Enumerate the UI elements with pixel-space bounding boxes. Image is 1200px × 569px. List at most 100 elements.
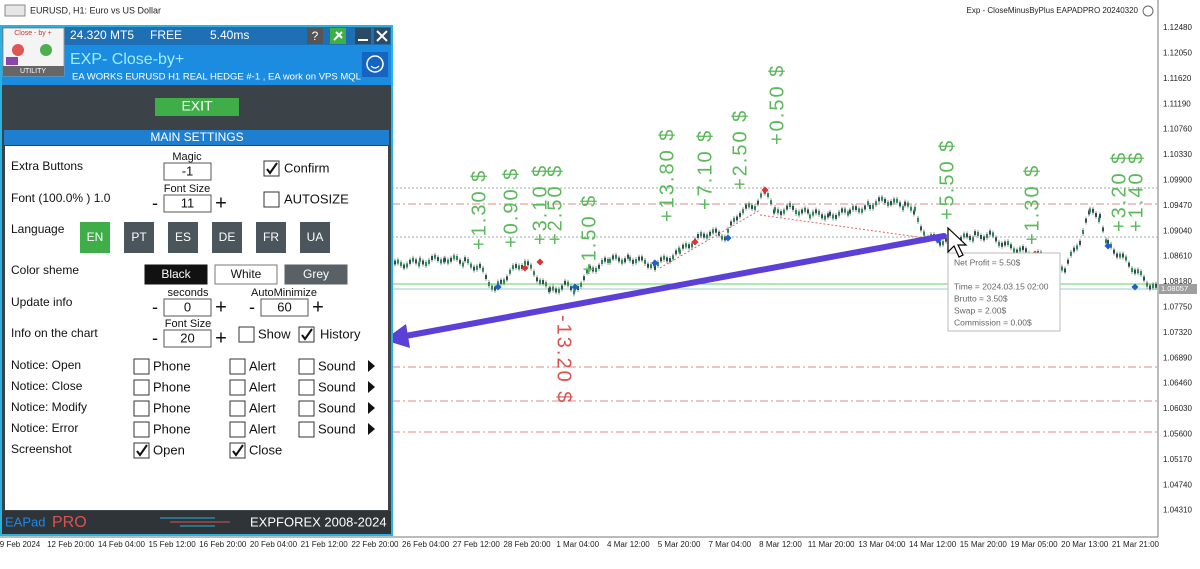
input-box[interactable] bbox=[163, 329, 212, 348]
candle-body bbox=[691, 243, 693, 248]
expand-arrow[interactable] bbox=[368, 381, 375, 393]
checkbox[interactable] bbox=[229, 358, 246, 375]
candle-body bbox=[494, 286, 496, 291]
label: Phone bbox=[153, 358, 191, 373]
scheme-button[interactable] bbox=[144, 264, 208, 285]
candle-body bbox=[672, 255, 674, 260]
input-box[interactable] bbox=[163, 194, 212, 213]
candle-body bbox=[867, 201, 869, 206]
candle-body bbox=[533, 271, 535, 276]
checkbox[interactable] bbox=[133, 358, 150, 375]
time-label: 19 Mar 05:00 bbox=[1010, 540, 1058, 549]
candle-body bbox=[612, 255, 614, 260]
annotation-arrow bbox=[397, 233, 947, 340]
expand-arrow[interactable] bbox=[368, 423, 375, 435]
panel-stat: FREE bbox=[150, 28, 182, 42]
language-button[interactable] bbox=[80, 222, 110, 253]
checkbox[interactable] bbox=[263, 191, 280, 208]
candle-body bbox=[418, 262, 420, 267]
close-icon bbox=[376, 30, 388, 42]
input-box[interactable] bbox=[260, 298, 309, 317]
candle-body bbox=[627, 254, 629, 259]
checkbox[interactable] bbox=[133, 400, 150, 417]
time-label: 21 Mar 21:00 bbox=[1112, 540, 1160, 549]
candle-body bbox=[812, 211, 814, 216]
input-box[interactable] bbox=[163, 162, 212, 181]
trade-link bbox=[659, 209, 761, 269]
scheme-button[interactable] bbox=[214, 264, 278, 285]
checkbox[interactable] bbox=[298, 379, 315, 396]
help-button[interactable] bbox=[307, 28, 323, 44]
candle-body bbox=[545, 282, 547, 287]
candle-body bbox=[910, 206, 912, 211]
candle-body bbox=[1105, 239, 1107, 244]
language-button[interactable] bbox=[300, 222, 330, 253]
candle-body bbox=[899, 202, 901, 207]
checkbox[interactable] bbox=[298, 358, 315, 375]
candle-body bbox=[721, 235, 723, 240]
trade-marker bbox=[691, 238, 699, 246]
logo-text: Close - by + bbox=[14, 30, 52, 37]
trade-label: +13.80 $ bbox=[656, 128, 678, 222]
trade-label: +1.50 $ bbox=[578, 194, 600, 275]
exit-button[interactable] bbox=[155, 98, 239, 116]
input-box[interactable] bbox=[163, 298, 212, 317]
candle-body bbox=[431, 256, 433, 261]
candle-body bbox=[425, 262, 427, 267]
language-button[interactable] bbox=[212, 222, 242, 253]
footer-brand: EAPad bbox=[5, 514, 45, 529]
time-label: 8 Mar 12:00 bbox=[759, 540, 802, 549]
checkbox[interactable] bbox=[298, 400, 315, 417]
candle-body bbox=[1137, 269, 1139, 274]
checkbox[interactable] bbox=[229, 421, 246, 438]
label: Alert bbox=[249, 400, 276, 415]
time-label: 22 Feb 20:00 bbox=[351, 540, 399, 549]
checkbox[interactable] bbox=[229, 400, 246, 417]
checkbox[interactable] bbox=[133, 421, 150, 438]
candle-body bbox=[1022, 246, 1024, 251]
label: Info on the chart bbox=[11, 326, 98, 340]
language-text: DE bbox=[219, 230, 236, 244]
expand-arrow[interactable] bbox=[368, 402, 375, 414]
candle-body bbox=[412, 257, 414, 262]
candle-body bbox=[644, 259, 646, 264]
tooltip-line: Time = 2024.03.15 02:00 bbox=[954, 281, 1049, 291]
candle-body bbox=[1125, 256, 1127, 261]
minimize-button[interactable] bbox=[355, 28, 371, 44]
scheme-button[interactable] bbox=[284, 264, 348, 285]
candle-body bbox=[1001, 242, 1003, 247]
label: Alert bbox=[249, 358, 276, 373]
input-value: -1 bbox=[182, 163, 194, 178]
candle-body bbox=[629, 256, 631, 261]
checkbox[interactable] bbox=[238, 326, 255, 343]
language-button[interactable] bbox=[256, 222, 286, 253]
candle-body bbox=[607, 258, 609, 263]
candle-body bbox=[748, 203, 750, 208]
label: Open bbox=[153, 442, 185, 457]
label: Font Size bbox=[164, 183, 210, 195]
checkbox[interactable] bbox=[298, 421, 315, 438]
candle-body bbox=[878, 197, 880, 202]
price-label: 1.10330 bbox=[1163, 150, 1192, 159]
candle-body bbox=[773, 209, 775, 214]
language-button[interactable] bbox=[168, 222, 198, 253]
trade-marker bbox=[651, 259, 659, 267]
checkbox[interactable] bbox=[133, 379, 150, 396]
language-text: UA bbox=[307, 230, 324, 244]
candle-body bbox=[852, 206, 854, 211]
candle-body bbox=[792, 205, 794, 210]
panel-stat: 5.40ms bbox=[210, 28, 249, 42]
check-mark bbox=[232, 444, 244, 457]
candle-body bbox=[573, 290, 575, 295]
time-label: 20 Mar 13:00 bbox=[1061, 540, 1109, 549]
candle-body bbox=[966, 233, 968, 238]
candle-body bbox=[980, 235, 982, 240]
expand-arrow[interactable] bbox=[368, 360, 375, 372]
candle-body bbox=[945, 237, 947, 242]
candle-body bbox=[679, 249, 681, 254]
candle-body bbox=[618, 257, 620, 262]
language-button[interactable] bbox=[124, 222, 154, 253]
checkbox[interactable] bbox=[229, 379, 246, 396]
candle-body bbox=[400, 262, 402, 267]
candle-body bbox=[1107, 240, 1109, 245]
